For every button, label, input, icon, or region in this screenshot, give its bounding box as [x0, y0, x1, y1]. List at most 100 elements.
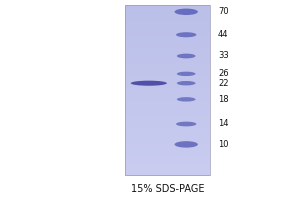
Bar [125, 75, 210, 77]
Bar [125, 105, 210, 108]
Bar [125, 76, 210, 79]
Bar [125, 61, 210, 63]
Bar [125, 116, 210, 118]
Ellipse shape [177, 97, 196, 102]
Bar [125, 82, 210, 84]
Bar [125, 126, 210, 128]
Bar [125, 15, 210, 17]
Bar [125, 136, 210, 138]
Bar [125, 110, 210, 113]
Ellipse shape [177, 54, 196, 58]
Bar [125, 73, 210, 75]
Bar [125, 46, 210, 48]
Text: 14: 14 [218, 119, 229, 128]
Text: 70: 70 [218, 7, 229, 16]
Bar [125, 64, 210, 67]
Ellipse shape [175, 9, 198, 15]
Bar [125, 170, 210, 172]
Bar [125, 107, 210, 109]
Ellipse shape [177, 72, 196, 76]
Bar [125, 165, 210, 167]
Bar [125, 144, 210, 147]
Bar [125, 148, 210, 150]
Bar [125, 95, 210, 97]
Bar [125, 143, 210, 145]
Bar [125, 102, 210, 104]
Bar [125, 93, 210, 96]
Ellipse shape [131, 81, 167, 86]
Bar [125, 92, 210, 94]
Bar [125, 160, 210, 162]
Bar [125, 139, 210, 142]
Bar [125, 71, 210, 74]
Bar [125, 49, 210, 51]
Bar [125, 161, 210, 164]
Bar [125, 41, 210, 43]
Bar [125, 5, 210, 7]
Bar [125, 70, 210, 72]
Bar [125, 132, 210, 135]
Bar [125, 124, 210, 126]
Bar [125, 24, 210, 26]
Bar [125, 20, 210, 22]
Bar [125, 156, 210, 158]
Bar [125, 122, 210, 124]
Bar [125, 100, 210, 102]
Bar [125, 36, 210, 38]
Bar [125, 66, 210, 68]
Bar [125, 88, 210, 90]
Bar [125, 129, 210, 131]
Bar [125, 155, 210, 157]
Bar [125, 54, 210, 56]
Bar [125, 5, 210, 175]
Bar [125, 63, 210, 65]
Bar [125, 53, 210, 55]
Bar [125, 99, 210, 101]
Text: 18: 18 [218, 95, 229, 104]
Bar [125, 68, 210, 70]
Bar [125, 19, 210, 21]
Bar [125, 127, 210, 130]
Bar [125, 59, 210, 62]
Bar [125, 121, 210, 123]
Bar [125, 150, 210, 152]
Bar [125, 90, 210, 92]
Bar [125, 78, 210, 80]
Bar [125, 7, 210, 9]
Bar [125, 12, 210, 14]
Text: 22: 22 [218, 79, 229, 88]
Bar [125, 25, 210, 28]
Bar [125, 8, 210, 11]
Text: 33: 33 [218, 51, 229, 60]
Ellipse shape [177, 81, 196, 85]
Bar [125, 47, 210, 50]
Bar [125, 109, 210, 111]
Text: 15% SDS-PAGE: 15% SDS-PAGE [131, 184, 204, 194]
Bar [125, 104, 210, 106]
Bar [125, 158, 210, 160]
Bar [125, 172, 210, 174]
Bar [125, 30, 210, 33]
Bar [125, 117, 210, 119]
Bar [125, 39, 210, 41]
Bar [125, 22, 210, 24]
Bar [125, 153, 210, 155]
Bar [125, 17, 210, 19]
Bar [125, 34, 210, 36]
Ellipse shape [176, 122, 196, 126]
Bar [125, 58, 210, 60]
Bar [125, 146, 210, 148]
Bar [125, 80, 210, 82]
Bar [125, 151, 210, 153]
Text: 26: 26 [218, 69, 229, 78]
Bar [125, 141, 210, 143]
Bar [125, 83, 210, 85]
Bar [125, 27, 210, 29]
Bar [125, 51, 210, 53]
Bar [125, 29, 210, 31]
Bar [125, 166, 210, 169]
Bar [125, 97, 210, 99]
Bar [125, 56, 210, 58]
Text: 10: 10 [218, 140, 229, 149]
Bar [125, 10, 210, 12]
